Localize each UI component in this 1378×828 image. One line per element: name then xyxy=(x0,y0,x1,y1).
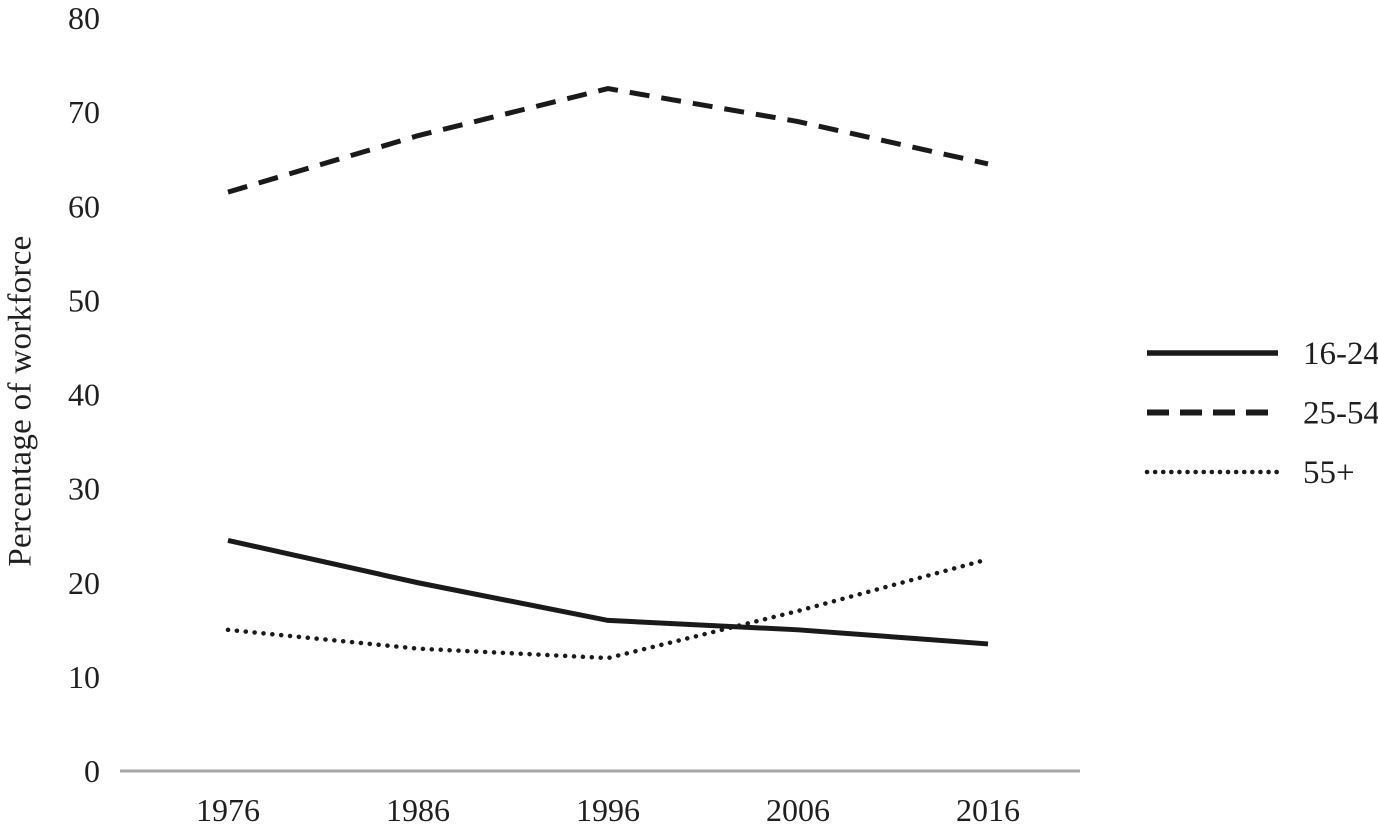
y-axis-title: Percentage of workforce xyxy=(2,235,39,567)
x-tick-label: 1986 xyxy=(386,792,450,828)
legend-label: 55+ xyxy=(1303,455,1355,491)
y-tick-label: 50 xyxy=(68,282,100,318)
y-tick-label: 10 xyxy=(68,659,100,695)
y-tick-label: 20 xyxy=(68,565,100,601)
y-tick-label: 80 xyxy=(68,0,100,36)
legend-item-25-54: 25-54 xyxy=(1147,396,1378,432)
series-line-16-24 xyxy=(227,537,989,647)
y-tick-label: 30 xyxy=(68,471,100,507)
x-tick-label: 1976 xyxy=(196,792,260,828)
y-tick-label: 70 xyxy=(68,94,100,130)
series-line-55+ xyxy=(225,556,991,661)
x-tick-label: 2006 xyxy=(766,792,830,828)
y-tick-label: 60 xyxy=(68,188,100,224)
y-tick-label: 40 xyxy=(68,377,100,413)
legend-label: 16-24 xyxy=(1303,336,1378,372)
x-tick-label: 2016 xyxy=(956,792,1020,828)
legend-item-55+: 55+ xyxy=(1144,455,1355,491)
x-tick-label: 1996 xyxy=(576,792,640,828)
legend-item-16-24: 16-24 xyxy=(1147,336,1378,372)
legend-label: 25-54 xyxy=(1303,396,1378,432)
y-tick-label: 0 xyxy=(84,753,100,789)
series-line-25-54 xyxy=(227,86,989,195)
